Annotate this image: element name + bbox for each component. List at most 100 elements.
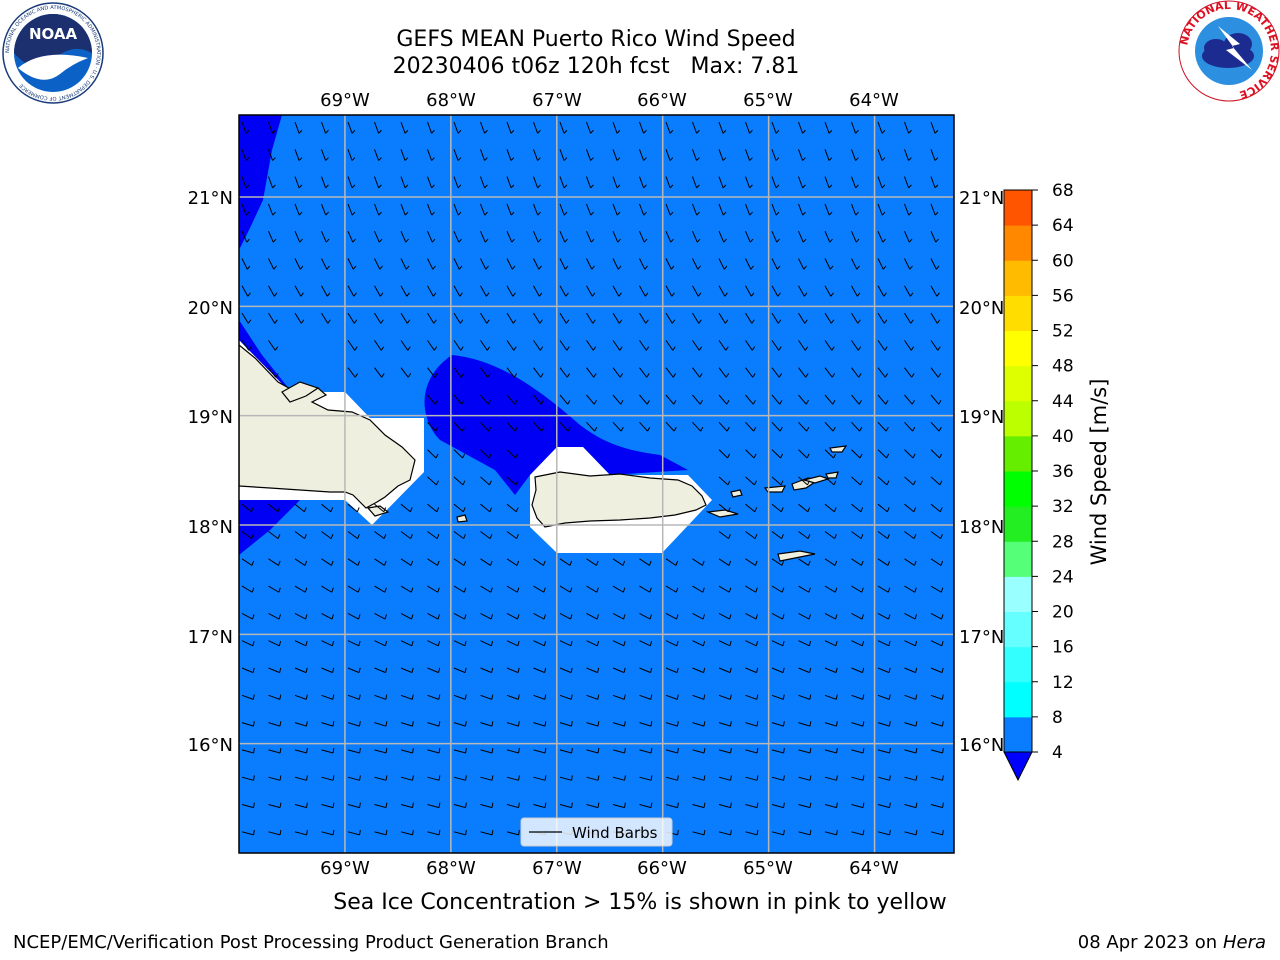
colorbar-segment <box>1004 716 1032 753</box>
wind-barb-flag <box>836 748 838 754</box>
wind-barb <box>506 449 516 459</box>
wind-barb <box>824 749 837 754</box>
wind-barb <box>798 258 805 270</box>
wind-barb-flag <box>807 534 811 539</box>
wind-barb-flag <box>306 775 308 781</box>
wind-barb-flag <box>358 640 361 646</box>
wind-barb <box>506 585 518 593</box>
wind-barb-flag <box>465 748 467 754</box>
wind-barb-flag <box>645 346 650 351</box>
wind-barb <box>930 421 940 432</box>
wind-barb <box>533 804 546 809</box>
wind-barb-flag <box>934 184 939 189</box>
wind-barb-flag <box>359 775 361 781</box>
wind-barb-flag <box>909 292 914 297</box>
wind-barb <box>321 203 327 216</box>
wind-barb-flag <box>458 238 462 243</box>
wind-barb-flag <box>331 587 334 593</box>
wind-barb <box>241 585 253 593</box>
wind-barb-flag <box>517 694 520 700</box>
wind-barb-flag <box>512 319 517 324</box>
wind-barb <box>453 121 459 134</box>
wind-barb <box>639 176 645 189</box>
wind-barb-flag <box>411 614 414 620</box>
wind-barb-flag <box>570 694 573 700</box>
wind-barb <box>533 749 546 754</box>
lat-label-right-16n: 16°N <box>959 735 1004 756</box>
wind-barb <box>506 804 519 809</box>
wind-barb-flag <box>804 346 809 351</box>
wind-barb-flag <box>622 560 626 566</box>
wind-barb <box>798 749 811 754</box>
wind-barb-flag <box>835 721 838 727</box>
wind-barb-flag <box>646 373 650 378</box>
wind-barb-flag <box>246 238 250 243</box>
wind-barb-flag <box>909 265 913 270</box>
sea-ice-caption: Sea Ice Concentration > 15% is shown in … <box>333 890 947 915</box>
wind-barb-flag <box>835 614 838 620</box>
footer-machine: Hera <box>1222 932 1266 953</box>
wind-barb <box>480 804 493 809</box>
wind-barb-flag <box>942 829 944 835</box>
wind-barb <box>612 667 625 674</box>
wind-barb <box>374 831 387 836</box>
wind-barb <box>824 831 837 836</box>
wind-barb <box>877 667 890 674</box>
colorbar-tick-label: 32 <box>1052 497 1074 517</box>
wind-barb <box>241 722 254 727</box>
wind-barb <box>665 640 678 647</box>
wind-barb <box>453 612 465 620</box>
wind-barb <box>692 722 705 727</box>
wind-barb <box>930 476 941 486</box>
wind-barb-flag <box>756 721 759 727</box>
wind-barb <box>453 749 466 754</box>
wind-barb <box>904 831 917 836</box>
wind-barb <box>904 203 910 216</box>
wind-barb-flag <box>569 587 573 593</box>
wind-barb-flag <box>412 748 414 754</box>
wind-barb-flag <box>351 211 356 216</box>
wind-barb <box>639 749 652 754</box>
wind-barb-flag <box>833 507 837 512</box>
wind-barb-flag <box>330 534 334 539</box>
wind-barb-flag <box>250 507 254 512</box>
wind-barb <box>453 531 464 540</box>
wind-barb-flag <box>513 346 517 351</box>
wind-barb <box>241 612 253 620</box>
wind-barb-flag <box>435 453 439 459</box>
wind-barb-flag <box>385 775 388 781</box>
wind-barb <box>612 421 622 432</box>
wind-barb-flag <box>828 129 833 134</box>
colorbar-label: Wind Speed [m/s] <box>1087 379 1111 566</box>
wind-barb <box>506 612 518 620</box>
wind-barb-flag <box>569 560 573 566</box>
wind-barb <box>241 231 248 243</box>
wind-barb <box>798 203 804 216</box>
wind-barb-flag <box>596 587 599 593</box>
wind-barb-flag <box>649 614 652 620</box>
wind-barb <box>798 312 806 324</box>
wind-barb <box>268 831 281 836</box>
wind-barb <box>877 722 890 727</box>
hispaniola-peninsula <box>281 381 320 403</box>
wind-barb <box>692 149 698 161</box>
wind-barb <box>824 722 837 727</box>
wind-barb <box>771 503 782 513</box>
wind-barb-flag <box>729 667 732 673</box>
wind-barb-flag <box>491 775 494 781</box>
wind-barb-flag <box>457 211 462 216</box>
wind-barb-flag <box>886 453 890 459</box>
wind-barb-flag <box>856 292 861 297</box>
wind-barb-flag <box>385 748 388 754</box>
wind-barb <box>559 394 569 405</box>
colorbar-tick-label: 56 <box>1052 286 1074 306</box>
wind-barb <box>718 585 730 593</box>
wind-barb <box>586 558 597 566</box>
wind-barb-flag <box>908 157 912 161</box>
wind-barb-flag <box>914 560 917 566</box>
saona-island <box>366 505 390 517</box>
wind-barb-flag <box>862 829 865 835</box>
wind-barb-flag <box>298 129 303 134</box>
wind-barb-flag <box>597 694 600 700</box>
wind-barb <box>718 749 731 754</box>
